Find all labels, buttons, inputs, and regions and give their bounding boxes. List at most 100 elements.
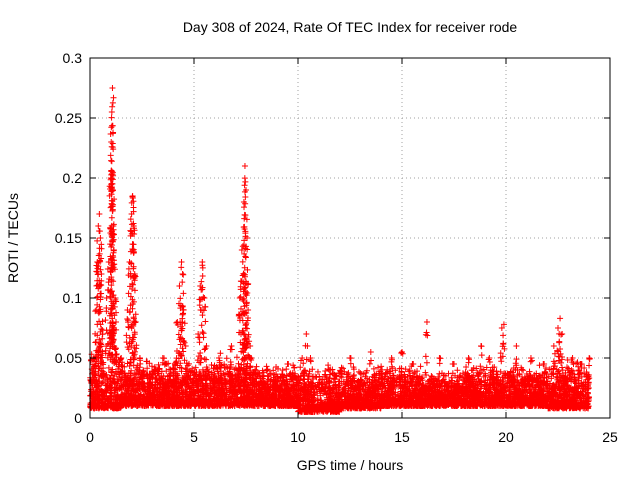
data-point xyxy=(164,402,171,409)
data-point xyxy=(138,375,145,382)
data-point xyxy=(247,399,254,406)
data-point xyxy=(125,390,132,397)
data-point xyxy=(190,379,197,386)
data-point xyxy=(214,384,221,391)
data-point xyxy=(227,371,234,378)
data-point xyxy=(157,376,164,383)
data-point xyxy=(195,376,202,383)
data-point xyxy=(98,399,105,406)
data-point xyxy=(217,350,224,357)
data-point xyxy=(187,402,194,409)
data-point xyxy=(158,394,165,401)
data-point xyxy=(115,361,122,368)
data-point xyxy=(101,389,108,396)
data-point xyxy=(112,397,119,404)
data-point xyxy=(240,395,247,402)
data-point xyxy=(111,389,118,396)
data-point xyxy=(227,358,234,365)
data-point xyxy=(211,380,218,387)
data-point xyxy=(95,405,102,412)
data-point xyxy=(131,375,138,382)
data-point xyxy=(170,372,177,379)
data-point xyxy=(226,365,233,372)
data-point xyxy=(179,390,186,397)
data-point xyxy=(173,370,180,377)
data-point xyxy=(106,400,113,407)
data-point xyxy=(233,377,240,384)
data-point xyxy=(223,363,230,370)
data-point xyxy=(218,372,225,379)
data-point xyxy=(96,382,103,389)
data-point xyxy=(122,372,129,379)
data-point xyxy=(135,398,142,405)
data-point xyxy=(109,366,116,373)
data-point xyxy=(202,382,209,389)
data-point xyxy=(95,370,102,377)
data-point xyxy=(177,379,184,386)
data-point xyxy=(248,387,255,394)
data-point xyxy=(172,378,179,385)
data-point xyxy=(112,405,119,412)
data-point xyxy=(106,382,113,389)
data-point xyxy=(213,363,220,370)
data-point xyxy=(236,387,243,394)
data-point xyxy=(153,402,160,409)
data-point xyxy=(130,381,137,388)
data-point xyxy=(214,402,221,409)
data-point xyxy=(184,388,191,395)
data-point xyxy=(152,367,159,374)
data-point xyxy=(142,386,149,393)
data-point xyxy=(218,385,225,392)
data-point xyxy=(240,378,247,385)
data-point xyxy=(162,360,169,367)
data-point xyxy=(93,376,100,383)
data-point xyxy=(189,380,196,387)
data-point xyxy=(202,372,209,379)
data-point xyxy=(108,372,115,379)
data-point xyxy=(141,402,148,409)
data-point xyxy=(242,365,249,372)
data-point xyxy=(119,367,126,374)
data-point xyxy=(122,376,129,383)
data-point xyxy=(283,366,290,373)
data-point xyxy=(142,388,149,395)
data-point xyxy=(135,384,142,391)
data-point xyxy=(228,401,235,408)
data-point xyxy=(95,397,102,404)
data-point xyxy=(99,379,106,386)
data-point xyxy=(154,400,161,407)
data-point xyxy=(130,386,137,393)
data-point xyxy=(157,384,164,391)
data-point xyxy=(230,391,237,398)
data-point xyxy=(220,400,227,407)
chart-title: Day 308 of 2024, Rate Of TEC Index for r… xyxy=(183,19,518,35)
data-point xyxy=(241,388,248,395)
data-point xyxy=(208,371,215,378)
data-point xyxy=(131,387,138,394)
data-point xyxy=(208,362,215,369)
data-point xyxy=(220,392,227,399)
data-point xyxy=(92,372,99,379)
data-point xyxy=(227,383,234,390)
data-point xyxy=(121,394,128,401)
data-point xyxy=(128,402,135,409)
data-point xyxy=(156,399,163,406)
data-point xyxy=(204,366,211,373)
data-point xyxy=(122,401,129,408)
data-point xyxy=(143,371,150,378)
data-point xyxy=(105,364,112,371)
data-point xyxy=(160,372,167,379)
data-point xyxy=(122,384,129,391)
data-point xyxy=(215,370,222,377)
data-point xyxy=(151,392,158,399)
data-point xyxy=(95,390,102,397)
data-point xyxy=(212,372,219,379)
data-point xyxy=(100,371,107,378)
data-point xyxy=(183,382,190,389)
data-point xyxy=(191,392,198,399)
data-point xyxy=(127,376,134,383)
data-point xyxy=(232,372,239,379)
data-point xyxy=(151,366,158,373)
data-point xyxy=(233,354,240,361)
